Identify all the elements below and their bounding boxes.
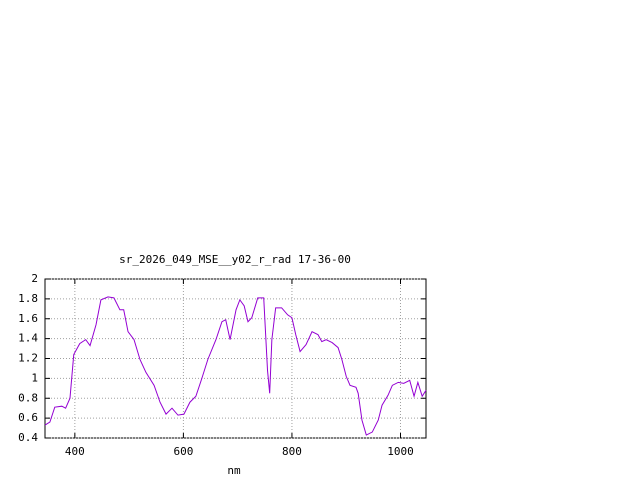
y-tick-label: 1.8: [18, 292, 38, 305]
y-tick-label: 1.2: [18, 352, 38, 365]
y-tick-label: 0.6: [18, 411, 38, 424]
y-tick-label: 1: [31, 371, 38, 384]
x-tick-label: 400: [65, 445, 85, 458]
y-tick-label: 0.4: [18, 431, 38, 444]
y-tick-label: 2: [31, 272, 38, 285]
x-tick-label: 800: [282, 445, 302, 458]
chart-title: sr_2026_049_MSE__y02_r_rad 17-36-00: [119, 253, 351, 266]
y-tick-label: 1.6: [18, 312, 38, 325]
x-axis-label: nm: [227, 464, 241, 477]
x-tick-label: 600: [173, 445, 193, 458]
data-line: [44, 296, 427, 436]
x-tick-label: 1000: [387, 445, 414, 458]
y-tick-label: 1.4: [18, 332, 38, 345]
y-tick-label: 0.8: [18, 391, 38, 404]
